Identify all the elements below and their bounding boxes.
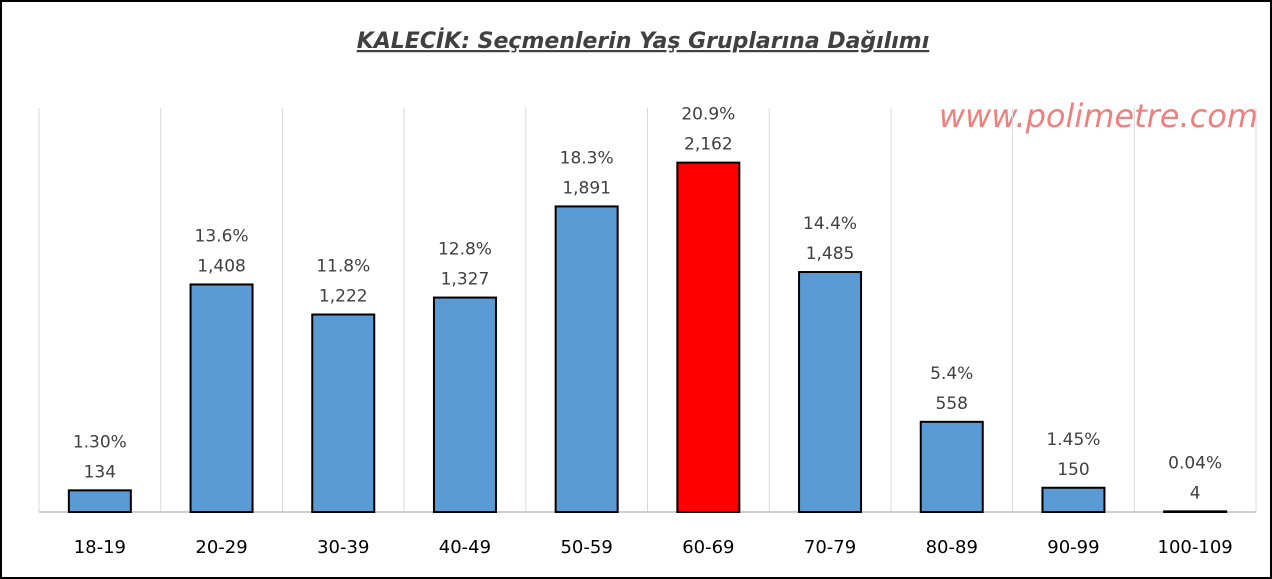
- percent-label: 5.4%: [930, 364, 973, 384]
- bar: [311, 313, 376, 514]
- percent-label: 18.3%: [560, 148, 614, 168]
- percent-label: 14.4%: [803, 214, 857, 234]
- percent-label: 20.9%: [681, 105, 735, 125]
- bar: [554, 205, 619, 513]
- bar: [1163, 510, 1228, 514]
- value-label: 1,485: [806, 244, 855, 264]
- x-tick-label: 30-39: [317, 537, 369, 558]
- value-label: 150: [1057, 460, 1089, 480]
- value-label: 4: [1190, 483, 1201, 503]
- bar: [676, 161, 741, 514]
- x-tick-label: 40-49: [439, 537, 491, 558]
- value-label: 558: [936, 394, 968, 414]
- bar: [189, 283, 254, 513]
- chart-title: KALECİK: Seçmenlerin Yaş Gruplarına Dağı…: [357, 28, 930, 54]
- percent-label: 0.04%: [1168, 453, 1222, 473]
- value-label: 1,891: [562, 178, 611, 198]
- bar: [919, 420, 984, 514]
- watermark: www.polimetre.com: [939, 97, 1258, 135]
- percent-label: 1.30%: [73, 432, 127, 452]
- x-tick-label: 80-89: [926, 537, 978, 558]
- bar: [1041, 486, 1106, 514]
- x-tick-label: 70-79: [804, 537, 856, 558]
- bar: [798, 271, 863, 513]
- x-tick-label: 60-69: [682, 537, 734, 558]
- x-tick-label: 100-109: [1158, 537, 1233, 558]
- percent-label: 12.8%: [438, 240, 492, 260]
- value-label: 134: [84, 462, 116, 482]
- value-label: 2,162: [684, 135, 733, 155]
- value-label: 1,327: [441, 270, 490, 290]
- x-tick-label: 20-29: [195, 537, 247, 558]
- bar: [67, 489, 132, 514]
- percent-label: 13.6%: [195, 226, 249, 246]
- x-tick-label: 18-19: [74, 537, 126, 558]
- value-label: 1,222: [319, 287, 368, 307]
- value-label: 1,408: [197, 256, 246, 276]
- percent-label: 11.8%: [316, 257, 370, 277]
- percent-label: 1.45%: [1046, 430, 1100, 450]
- bar: [432, 296, 497, 513]
- x-tick-label: 50-59: [560, 537, 612, 558]
- x-tick-label: 90-99: [1047, 537, 1099, 558]
